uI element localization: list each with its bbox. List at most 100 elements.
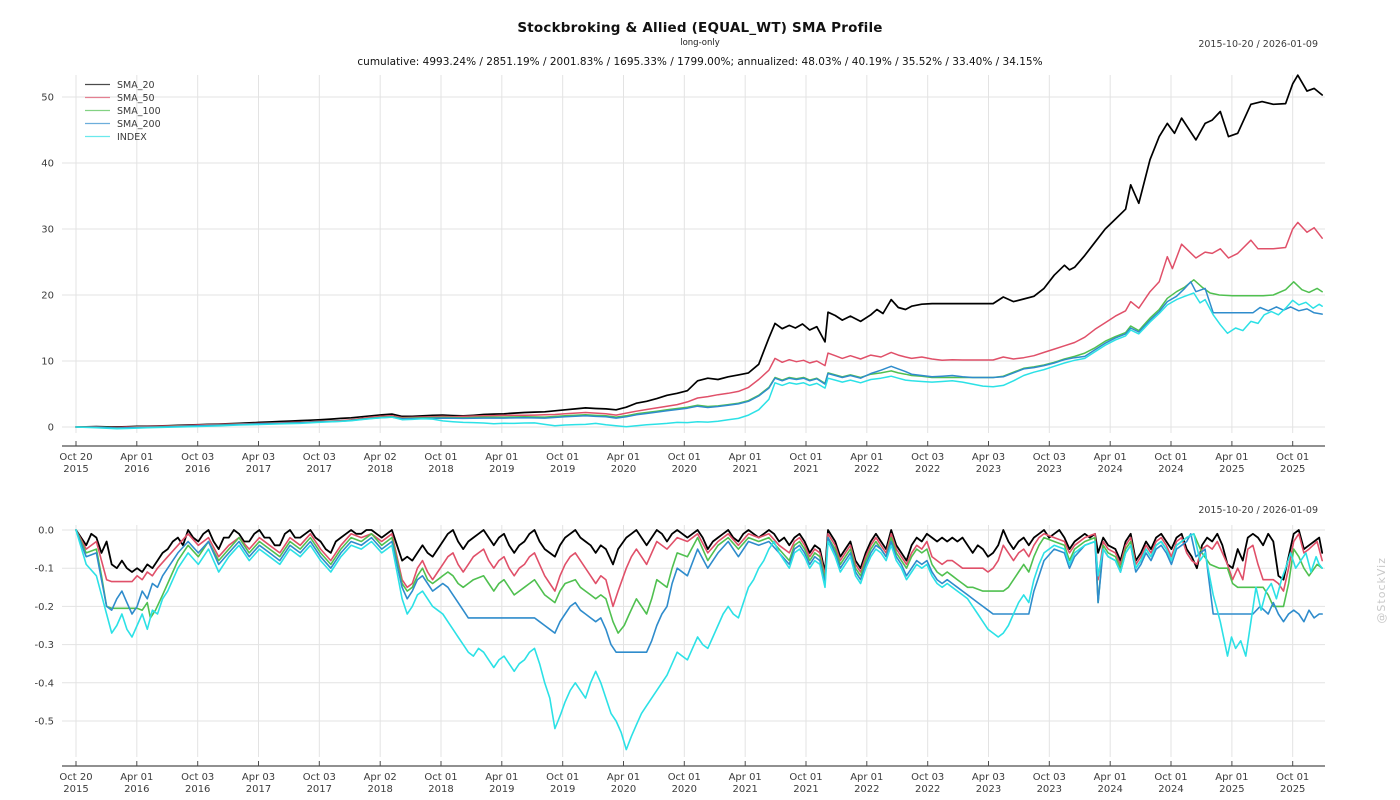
chart-subtitle: long-only bbox=[680, 38, 720, 48]
x-tick-label: Apr 01 bbox=[120, 772, 153, 783]
x-tick-label: Oct 03 bbox=[181, 452, 214, 463]
x-tick-label: Oct 01 bbox=[789, 772, 822, 783]
x-tick-label-year: 2015 bbox=[63, 784, 88, 795]
legend-label-SMA_100: SMA_100 bbox=[117, 106, 161, 117]
x-tick-label-year: 2015 bbox=[63, 464, 88, 475]
series-line-SMA_200 bbox=[75, 529, 1323, 654]
x-tick-label: Oct 20 bbox=[59, 772, 92, 783]
x-tick-label: Apr 01 bbox=[1094, 772, 1127, 783]
date-range-top: 2015-10-20 / 2026-01-09 bbox=[1198, 39, 1318, 50]
x-tick-label-year: 2021 bbox=[793, 464, 818, 475]
x-tick-label-year: 2016 bbox=[185, 784, 210, 795]
x-tick-label-year: 2021 bbox=[732, 464, 757, 475]
x-tick-label-year: 2018 bbox=[367, 784, 392, 795]
x-tick-label: Oct 01 bbox=[424, 772, 457, 783]
legend-label-SMA_200: SMA_200 bbox=[117, 119, 161, 130]
x-tick-label: Apr 01 bbox=[607, 772, 640, 783]
y-tick-label: -0.1 bbox=[34, 564, 54, 575]
date-range-bottom: 2015-10-20 / 2026-01-09 bbox=[1198, 505, 1318, 516]
series-line-SMA_50 bbox=[75, 529, 1323, 608]
x-tick-label-year: 2017 bbox=[307, 464, 332, 475]
y-tick-label: 20 bbox=[41, 291, 54, 302]
x-tick-label-year: 2016 bbox=[124, 784, 149, 795]
y-tick-label: 10 bbox=[41, 357, 54, 368]
x-tick-label: Apr 01 bbox=[729, 452, 762, 463]
x-tick-label: Apr 01 bbox=[120, 452, 153, 463]
y-tick-label: 0 bbox=[48, 423, 54, 434]
x-tick-label: Oct 01 bbox=[546, 452, 579, 463]
x-tick-label: Oct 01 bbox=[546, 772, 579, 783]
x-tick-label-year: 2022 bbox=[854, 464, 879, 475]
y-tick-label: -0.4 bbox=[34, 678, 54, 689]
x-tick-label: Apr 01 bbox=[1215, 772, 1248, 783]
x-tick-label-year: 2023 bbox=[1037, 464, 1062, 475]
x-tick-label: Oct 01 bbox=[668, 452, 701, 463]
x-tick-label: Apr 01 bbox=[850, 452, 883, 463]
x-tick-label: Apr 03 bbox=[972, 772, 1005, 783]
x-tick-label-year: 2022 bbox=[915, 784, 940, 795]
x-tick-label: Apr 02 bbox=[364, 772, 397, 783]
legend: SMA_20 SMA_50 SMA_100 SMA_200 INDEX bbox=[85, 80, 161, 143]
x-tick-label: Oct 03 bbox=[303, 772, 336, 783]
x-tick-label: Oct 03 bbox=[1033, 452, 1066, 463]
y-tick-label: 0.0 bbox=[38, 526, 54, 537]
x-tick-label: Oct 01 bbox=[789, 452, 822, 463]
x-tick-label-year: 2019 bbox=[489, 784, 514, 795]
x-tick-label-year: 2017 bbox=[246, 784, 271, 795]
x-tick-label-year: 2024 bbox=[1097, 784, 1122, 795]
x-tick-label: Oct 03 bbox=[303, 452, 336, 463]
y-tick-label: 30 bbox=[41, 225, 54, 236]
x-tick-label: Oct 03 bbox=[1033, 772, 1066, 783]
x-tick-label: Apr 01 bbox=[485, 452, 518, 463]
legend-label-SMA_20: SMA_20 bbox=[117, 80, 155, 91]
x-tick-label-year: 2020 bbox=[672, 464, 697, 475]
x-tick-label: Oct 01 bbox=[1154, 452, 1187, 463]
x-tick-label: Apr 03 bbox=[242, 452, 275, 463]
x-tick-label: Oct 03 bbox=[181, 772, 214, 783]
page-title: Stockbroking & Allied (EQUAL_WT) SMA Pro… bbox=[517, 20, 883, 36]
x-tick-label-year: 2017 bbox=[307, 784, 332, 795]
series-line-SMA_20 bbox=[75, 74, 1324, 428]
x-tick-label-year: 2018 bbox=[428, 784, 453, 795]
x-tick-label-year: 2024 bbox=[1097, 464, 1122, 475]
x-tick-label: Oct 01 bbox=[1154, 772, 1187, 783]
x-tick-label-year: 2023 bbox=[976, 464, 1001, 475]
x-tick-label-year: 2023 bbox=[1037, 784, 1062, 795]
series-line-SMA_20 bbox=[75, 529, 1324, 581]
y-tick-label: -0.2 bbox=[34, 602, 54, 613]
series-line-SMA_200 bbox=[75, 281, 1323, 429]
x-tick-label: Oct 03 bbox=[911, 772, 944, 783]
x-tick-label: Apr 01 bbox=[1094, 452, 1127, 463]
x-tick-label-year: 2020 bbox=[672, 784, 697, 795]
x-tick-label: Oct 01 bbox=[424, 452, 457, 463]
x-tick-label-year: 2017 bbox=[246, 464, 271, 475]
legend-label-SMA_50: SMA_50 bbox=[117, 93, 155, 104]
x-tick-label-year: 2018 bbox=[428, 464, 453, 475]
x-tick-label: Oct 20 bbox=[59, 452, 92, 463]
y-tick-label: 40 bbox=[41, 159, 54, 170]
x-tick-label: Apr 01 bbox=[850, 772, 883, 783]
x-tick-label-year: 2019 bbox=[550, 784, 575, 795]
y-tick-label: -0.5 bbox=[34, 717, 54, 728]
x-tick-label: Apr 01 bbox=[729, 772, 762, 783]
x-tick-label: Apr 03 bbox=[242, 772, 275, 783]
legend-label-INDEX: INDEX bbox=[117, 132, 147, 143]
y-tick-label: -0.3 bbox=[34, 640, 54, 651]
x-tick-label-year: 2021 bbox=[793, 784, 818, 795]
series-line-SMA_50 bbox=[75, 221, 1323, 429]
x-tick-label: Apr 03 bbox=[972, 452, 1005, 463]
x-tick-label-year: 2025 bbox=[1219, 784, 1244, 795]
x-tick-label: Apr 02 bbox=[364, 452, 397, 463]
series-line-INDEX bbox=[75, 292, 1323, 430]
x-tick-label: Apr 01 bbox=[607, 452, 640, 463]
x-tick-label-year: 2019 bbox=[489, 464, 514, 475]
x-tick-label: Oct 01 bbox=[668, 772, 701, 783]
x-tick-label-year: 2022 bbox=[915, 464, 940, 475]
x-tick-label-year: 2025 bbox=[1219, 464, 1244, 475]
x-tick-label-year: 2018 bbox=[367, 464, 392, 475]
x-tick-label-year: 2022 bbox=[854, 784, 879, 795]
